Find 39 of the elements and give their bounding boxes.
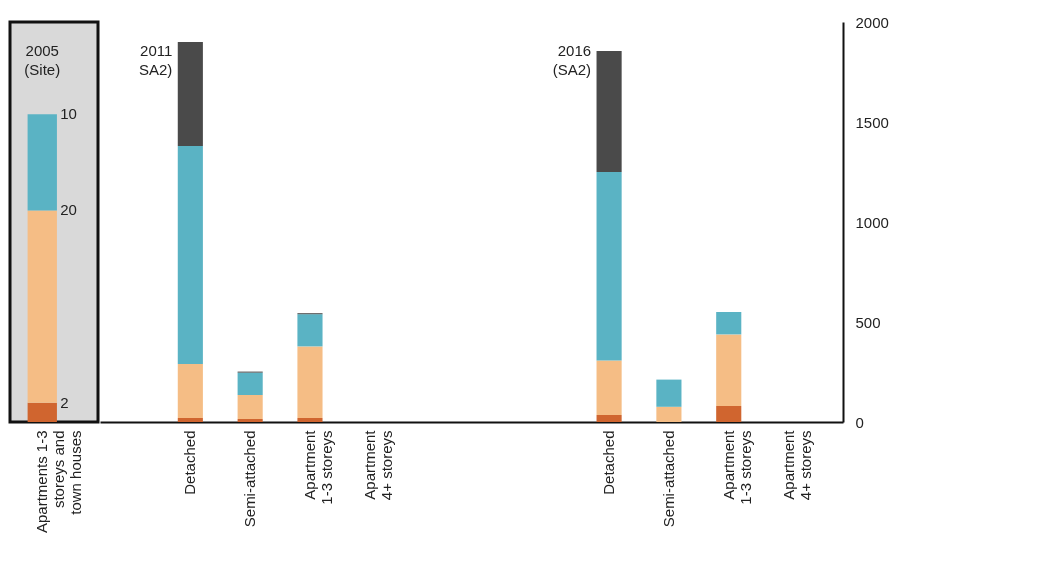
bar	[177, 146, 203, 364]
annotation: 2016 (SA2)	[552, 42, 592, 78]
y-tick-label: 0	[855, 413, 864, 431]
x-tick-label: Apartment 4+ storeys	[779, 429, 814, 501]
data-label: 10	[60, 105, 77, 123]
data-label: 20	[60, 201, 77, 219]
x-tick-label: Apartment 1-3 storeys	[719, 429, 754, 505]
bar	[596, 360, 622, 415]
bar	[237, 419, 263, 422]
x-tick-label: Semi-attached	[659, 430, 677, 528]
bar	[177, 42, 203, 146]
bar	[596, 172, 622, 361]
bar	[716, 334, 742, 406]
bar	[656, 406, 682, 422]
x-tick-label: Detached	[600, 430, 618, 495]
x-tick-label: Apartments 1-3 storeys and town houses	[33, 430, 85, 534]
x-tick-label: Apartment 1-3 storeys	[300, 429, 335, 505]
bar	[716, 312, 742, 335]
x-tick-label: Semi-attached	[241, 430, 259, 528]
text: 2005 (Site)	[24, 42, 61, 78]
bar	[297, 418, 323, 422]
y-tick-label: 500	[855, 313, 881, 331]
y-tick-label: 1000	[855, 213, 889, 231]
x-tick-label: Apartment 4+ storeys	[360, 429, 395, 501]
data-label: 2	[60, 393, 69, 411]
bar	[237, 395, 263, 419]
bar	[237, 372, 263, 395]
bar	[297, 346, 323, 418]
bar	[596, 415, 622, 422]
y-tick-label: 2000	[855, 13, 889, 31]
bar	[177, 364, 203, 418]
bar	[177, 418, 203, 422]
bar	[596, 51, 622, 172]
bar	[716, 406, 742, 422]
bar	[656, 379, 682, 407]
bar	[297, 314, 323, 347]
annotation: 2011 SA2)	[138, 42, 173, 78]
y-tick-label: 1500	[855, 113, 889, 131]
x-tick-label: Detached	[181, 430, 199, 495]
